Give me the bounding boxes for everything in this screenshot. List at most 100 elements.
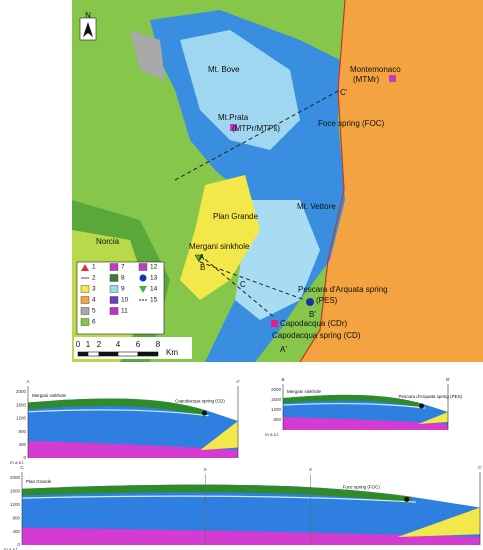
spring-symbol [201,410,207,416]
spring-symbol [306,298,314,306]
map-label: Capodacqua (CDr) [280,319,347,328]
map-label: Norcia [96,237,120,246]
map-label: (MTPr/MTPs) [232,124,280,133]
scale-segment [137,351,159,357]
legend-swatch [81,264,89,271]
map-label: (PES) [316,296,338,305]
unit-green [22,484,412,504]
legend-label: 4 [92,297,96,304]
legend-swatch [138,263,148,271]
map-label: Mt.Prata [218,113,249,122]
water-table [282,402,425,409]
y-tick-label: 1600 [10,489,21,494]
axis-unit: m a.s.l. [265,432,280,437]
cross-section: 2000 1600 1200 800 400 0 A A' m a.s.l. Mergani si… [10,379,240,465]
axis-unit: m a.s.l. [4,547,19,550]
water-table [21,495,416,503]
spring-symbol [389,75,396,82]
unit-green [283,394,424,409]
section-label: Plan Grande [26,479,52,484]
y-tick-label: 1200 [271,407,282,412]
unit-magenta [28,440,238,458]
unit-yellow [418,412,448,424]
north-arrow [83,22,93,37]
section-trace [199,254,276,319]
y-tick-label: 2000 [16,389,27,394]
y-tick-label: 800 [18,429,26,434]
map-label: Mergani sinkhole [189,242,250,251]
y-tick-label: 400 [18,442,26,447]
map-label: A [199,253,205,262]
legend-label: 10 [121,297,129,304]
unit-magenta [283,417,448,430]
map: N Mt. Bove Montemonaco (MTMr) C' Mt.Prat… [72,0,483,363]
legend-label: 7 [121,264,125,271]
legend-label: 11 [121,308,128,315]
legend-label: 1 [92,264,96,271]
spring-symbol [230,124,237,131]
water-table [27,409,209,417]
section-trace [199,261,306,301]
legend-swatch [109,307,119,315]
section-label: Foce spring (FOC) [343,485,381,490]
legend-label: 9 [121,286,125,293]
y-tick-label: 2000 [271,387,282,392]
legend-label: 2 [92,275,96,282]
unit-green [28,398,207,418]
legend-label: 13 [150,275,158,282]
legend-swatch [109,296,119,304]
legend-swatch [139,274,147,282]
y-tick-label: 800 [273,417,281,422]
map-label: Foce spring (FOC) [318,119,385,128]
y-tick-label: 1600 [16,402,27,407]
legend-label: 15 [150,297,158,304]
spring-symbol [419,403,425,409]
unit-yellow [397,507,480,537]
scale-unit: Km [166,348,178,357]
section-start: B [281,377,284,382]
map-label: Capodacqua spring (CD) [272,331,361,340]
legend-label: 12 [150,264,158,271]
legend-swatch [109,285,119,293]
y-tick-label: 1600 [271,397,282,402]
section-trace [174,89,341,181]
scale-segment [117,351,139,357]
grey-unit [130,30,165,80]
scale-tick-label: 2 [97,340,102,349]
cross-sections: 2000 1600 1200 800 400 0 A A' m a.s.l. Mergani si… [4,377,482,550]
section-end: C' [478,465,482,470]
yellow-unit [180,175,260,300]
legend-swatch [109,263,119,271]
legend-label: 5 [92,308,96,315]
unit-magenta [22,527,480,545]
map-label: C [240,280,246,289]
scale-tick-label: 1 [86,340,91,349]
scale-tick-label: 4 [116,340,121,349]
legend-swatch [80,318,90,326]
y-tick-label: 1200 [16,416,27,421]
y-tick-label: 0 [17,542,20,547]
map-label: B' [309,310,316,319]
map-label: B [200,263,205,272]
fault [299,0,346,363]
map-label: Mt. Bove [208,65,240,74]
map-label: Plan Grande [213,212,258,221]
north-label: N [85,11,91,20]
section-label: Mergani sinkhole [32,393,67,398]
axis-unit: m a.s.l. [10,460,25,465]
legend-label: 14 [150,286,158,293]
y-tick-label: 400 [12,529,20,534]
lightblue-unit [180,30,300,150]
map-label: A' [280,345,287,354]
scale-segment [87,351,100,357]
y-tick-label: 0 [23,455,26,460]
legend-label: 3 [92,286,96,293]
map-label: Montemonaco [350,65,401,74]
map-label: C' [340,88,348,97]
section-end: B' [446,377,450,382]
y-tick-label: 2000 [10,475,21,480]
map-label: Mt. Vettore [297,202,336,211]
spring-symbol [404,496,410,502]
